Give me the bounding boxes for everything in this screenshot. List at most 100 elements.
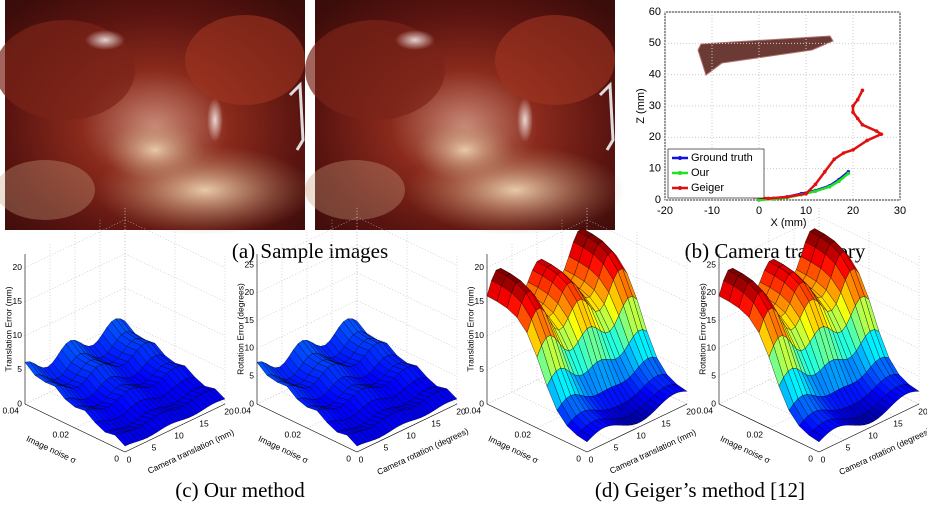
z-tick-label: 5 — [711, 370, 716, 380]
x-tick-label: 20 — [847, 205, 859, 217]
x-tick-label: 20 — [686, 406, 696, 416]
x-axis-label: Camera translation (mm) — [146, 427, 236, 476]
legend-marker — [678, 186, 682, 190]
sample-image — [305, 0, 625, 235]
x-axis-label: X (mm) — [770, 217, 806, 229]
z-tick-label: 20 — [475, 262, 485, 272]
x-axis-label: Camera translation (mm) — [608, 427, 698, 476]
z-tick-label: 15 — [707, 315, 717, 325]
point — [861, 123, 865, 127]
z-axis-label: Translation Error (mm) — [465, 286, 475, 371]
z-tick-label: 25 — [707, 259, 717, 269]
x-tick-label: 5 — [152, 442, 157, 452]
x-tick-label: 5 — [614, 442, 619, 452]
y-tick-label: 0 — [114, 453, 119, 463]
x-tick-label: 0 — [359, 454, 364, 464]
figure: (a) Sample images (b) Camera trajectory … — [0, 0, 927, 505]
x-tick-label: 0 — [821, 454, 826, 464]
point — [814, 183, 818, 187]
x-tick-label: 0 — [127, 454, 132, 464]
x-tick-label: 15 — [431, 418, 441, 428]
z-tick-label: 20 — [707, 287, 717, 297]
x-tick-label: 10 — [636, 430, 646, 440]
point — [828, 185, 832, 189]
y-tick-label: 0 — [576, 453, 581, 463]
point — [851, 104, 855, 108]
y-tick-label: 0.04 — [696, 405, 713, 415]
x-tick-label: 10 — [868, 430, 878, 440]
z-tick-label: 5 — [479, 364, 484, 374]
y-tick-label: 10 — [649, 163, 661, 175]
y-tick-label: 60 — [649, 6, 661, 18]
y-tick-label: 0.04 — [234, 405, 251, 415]
legend-marker — [678, 156, 682, 160]
z-tick-label: 10 — [245, 343, 255, 353]
point — [832, 157, 836, 161]
legend-marker — [678, 171, 682, 175]
x-tick-label: 10 — [174, 430, 184, 440]
y-tick-label: 50 — [649, 37, 661, 49]
point — [804, 192, 808, 196]
caption: (d) Geiger’s method [12] — [595, 478, 805, 502]
x-axis-label: Camera rotation (degrees) — [837, 426, 927, 477]
z-tick-label: 20 — [13, 262, 23, 272]
y-tick-label: 0.02 — [746, 429, 763, 439]
y-tick-label: 0 — [655, 194, 661, 206]
z-axis-label: Rotation Error (degrees) — [235, 283, 245, 375]
x-tick-label: 20 — [918, 406, 927, 416]
z-tick-label: 10 — [707, 343, 717, 353]
x-tick-label: 5 — [846, 442, 851, 452]
y-axis-label: Z (mm) — [635, 88, 647, 123]
point — [823, 170, 827, 174]
z-tick-label: 10 — [475, 330, 485, 340]
z-tick-label: 5 — [17, 364, 22, 374]
x-tick-label: 30 — [894, 205, 906, 217]
sample-image — [0, 0, 315, 235]
point — [785, 195, 789, 199]
point — [814, 189, 818, 193]
point — [851, 148, 855, 152]
y-tick-label: 0 — [808, 453, 813, 463]
y-tick-label: 30 — [649, 100, 661, 112]
x-tick-label: 10 — [800, 205, 812, 217]
z-axis-label: Rotation Error (degrees) — [697, 283, 707, 375]
point — [879, 132, 883, 136]
caption: (a) Sample images — [232, 239, 388, 263]
point — [856, 117, 860, 121]
y-tick-label: 0 — [346, 453, 351, 463]
z-axis-label: Translation Error (mm) — [3, 286, 13, 371]
legend-label: Geiger — [691, 182, 724, 194]
y-tick-label: 0.04 — [2, 405, 19, 415]
z-tick-label: 5 — [249, 370, 254, 380]
x-tick-label: 20 — [224, 406, 234, 416]
y-tick-label: 0.02 — [52, 429, 69, 439]
x-tick-label: 15 — [893, 418, 903, 428]
point — [767, 197, 771, 201]
x-tick-label: 0 — [756, 205, 762, 217]
y-tick-label: 20 — [649, 131, 661, 143]
point — [837, 179, 841, 183]
y-tick-label: 0.02 — [284, 429, 301, 439]
x-tick-label: 0 — [589, 454, 594, 464]
point — [865, 139, 869, 143]
z-tick-label: 20 — [245, 287, 255, 297]
x-tick-label: -20 — [657, 205, 673, 217]
y-tick-label: 0.04 — [464, 405, 481, 415]
z-tick-label: 10 — [13, 330, 23, 340]
z-tick-label: 25 — [245, 259, 255, 269]
y-tick-label: 0.02 — [514, 429, 531, 439]
point — [842, 151, 846, 155]
y-tick-label: 40 — [649, 69, 661, 81]
point — [875, 129, 879, 133]
caption: (c) Our method — [175, 478, 305, 502]
point — [851, 110, 855, 114]
z-tick-label: 15 — [245, 315, 255, 325]
point — [856, 98, 860, 102]
x-axis-label: Camera rotation (degrees) — [375, 426, 470, 477]
x-tick-label: 5 — [384, 442, 389, 452]
point — [861, 89, 865, 93]
x-tick-label: -10 — [704, 205, 720, 217]
legend-label: Our — [691, 167, 710, 179]
